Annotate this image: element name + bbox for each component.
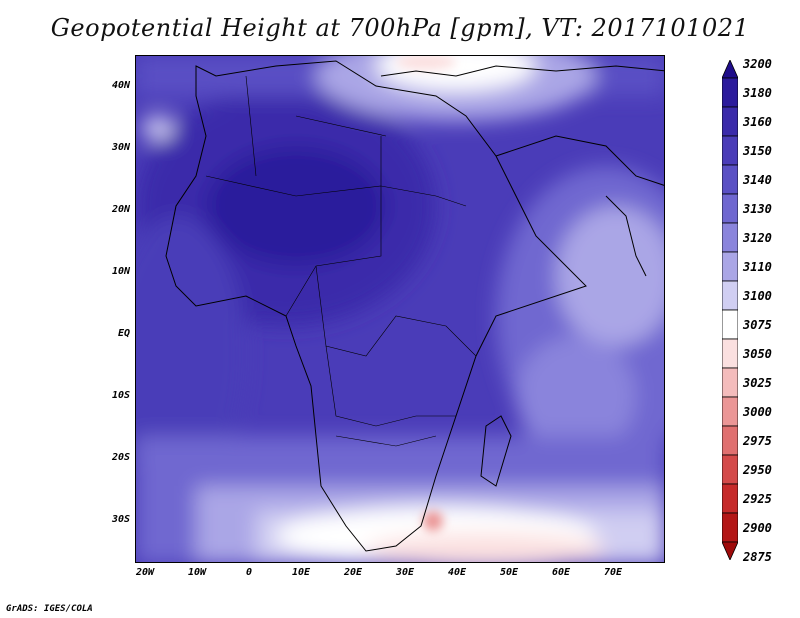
colorbar-level-label: 3075: [743, 317, 772, 332]
colorbar-swatch: [722, 280, 738, 311]
lon-label-10e: 10E: [291, 567, 311, 578]
colorbar-level-label: 3050: [743, 346, 772, 361]
colorbar-swatch: [722, 425, 738, 456]
map-title: Geopotential Height at 700hPa [gpm], VT:…: [50, 14, 750, 42]
colorbar-swatch: [722, 396, 738, 427]
lat-label-10n: 10N: [111, 266, 130, 277]
colorbar-level-label: 3120: [743, 230, 772, 245]
colorbar-level-label: 2900: [743, 520, 772, 535]
colorbar-level-label: 3000: [743, 404, 772, 419]
colorbar-swatch: [722, 512, 738, 543]
colorbar-level-label: 3100: [743, 288, 772, 303]
lon-label-10w: 10W: [187, 567, 207, 578]
colorbar: [722, 60, 738, 560]
colorbar-level-label: 3180: [743, 85, 772, 100]
credit-text: GrADS: IGES/COLA: [6, 604, 93, 614]
colorbar-level-label: 3140: [743, 172, 772, 187]
colorbar-level-label: 3110: [743, 259, 772, 274]
colorbar-bottom-triangle: [722, 541, 738, 560]
colorbar-level-label: 2875: [743, 549, 772, 564]
lat-label-20n: 20N: [111, 204, 130, 215]
colorbar-top-triangle: [722, 60, 738, 79]
colorbar-swatch: [722, 309, 738, 340]
lat-label-30n: 30N: [111, 142, 130, 153]
colorbar-level-label: 2950: [743, 462, 772, 477]
lon-label-0: 0: [245, 567, 253, 578]
lon-label-60e: 60E: [551, 567, 571, 578]
colorbar-swatch: [722, 483, 738, 514]
colorbar-swatch: [722, 338, 738, 369]
lon-label-20w: 20W: [135, 567, 155, 578]
colorbar-level-label: 3200: [743, 56, 772, 71]
lon-label-40e: 40E: [447, 567, 467, 578]
lon-label-30e: 30E: [395, 567, 415, 578]
colorbar-swatch: [722, 367, 738, 398]
map-panel: [135, 55, 665, 563]
colorbar-swatch: [722, 222, 738, 253]
lat-label-eq: EQ: [117, 328, 130, 339]
colorbar-swatch: [722, 193, 738, 224]
colorbar-level-label: 3150: [743, 143, 772, 158]
lon-label-50e: 50E: [499, 567, 519, 578]
lon-label-70e: 70E: [603, 567, 623, 578]
colorbar-swatch: [722, 454, 738, 485]
colorbar-swatch: [722, 251, 738, 282]
lat-label-30s: 30S: [111, 514, 130, 525]
colorbar-swatch: [722, 135, 738, 166]
colorbar-level-label: 3160: [743, 114, 772, 129]
lon-label-20e: 20E: [343, 567, 363, 578]
lat-label-20s: 20S: [111, 452, 130, 463]
colorbar-level-label: 3130: [743, 201, 772, 216]
lat-label-40n: 40N: [111, 80, 130, 91]
colorbar-swatch: [722, 106, 738, 137]
lat-label-10s: 10S: [111, 390, 130, 401]
colorbar-level-label: 2925: [743, 491, 772, 506]
colorbar-swatch: [722, 164, 738, 195]
geopotential-field: [136, 56, 664, 562]
colorbar-swatch: [722, 77, 738, 108]
colorbar-level-label: 3025: [743, 375, 772, 390]
colorbar-level-label: 2975: [743, 433, 772, 448]
